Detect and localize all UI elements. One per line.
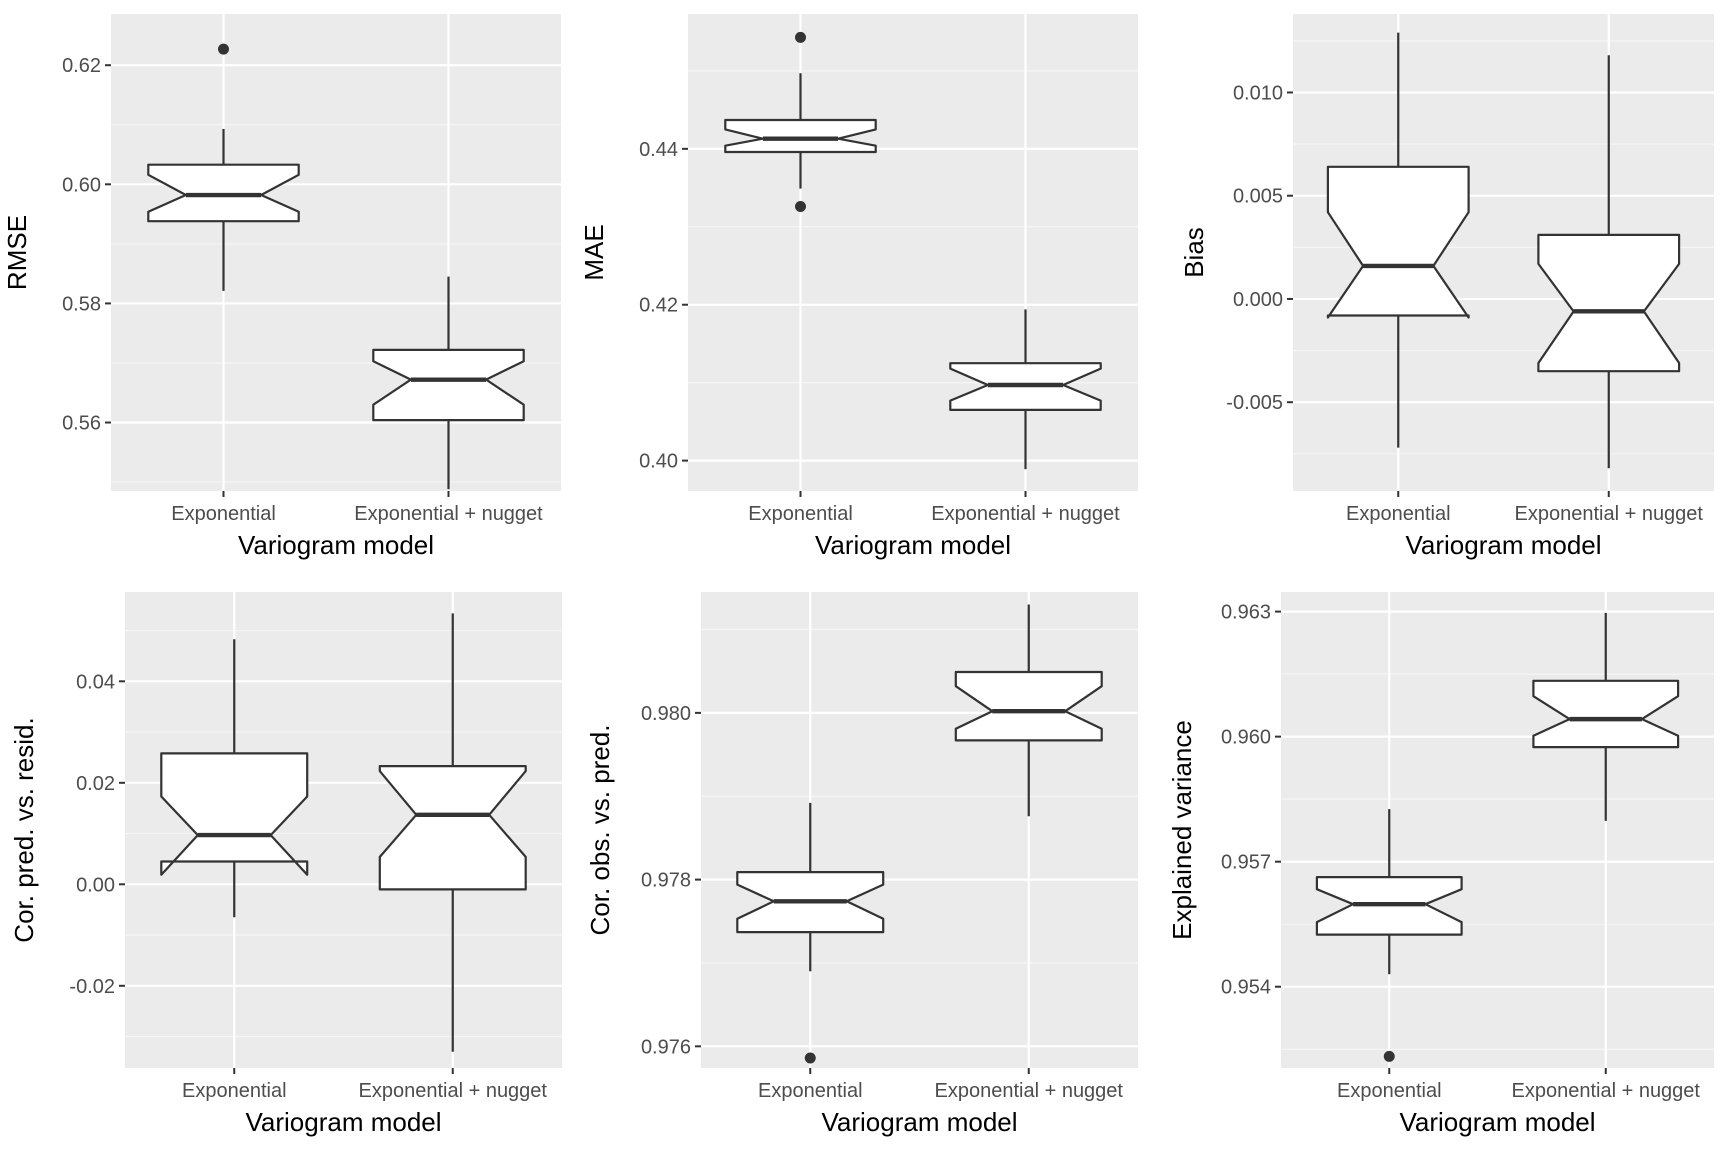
y-axis-title: MAE [579,224,609,280]
notched-box [1532,679,1680,749]
y-tick-label: 0.963 [1221,602,1271,624]
y-tick-label: 0.42 [639,295,678,317]
x-tick-label: Exponential + nugget [931,503,1120,525]
notched-box [954,670,1103,742]
x-axis-title: Variogram model [1399,1107,1595,1137]
panel-5: 0.976 0.978 0.980 Exponential Exponential + … [585,592,1138,1137]
panel-6: 0.954 0.957 0.960 0.963 Exponential Exponenti… [1167,592,1714,1137]
y-tick-label: 0.58 [62,293,101,315]
x-tick-label: Exponential [182,1080,287,1102]
y-tick-label: 0.00 [76,874,115,896]
x-tick-label: Exponential [171,503,276,525]
panel-2: 0.40 0.42 0.44 Exponential Exponential + nug… [579,14,1138,560]
notched-box [372,348,525,422]
y-tick-label: 0.60 [62,174,101,196]
y-tick-label: 0.62 [62,55,101,77]
y-tick-label: 0.40 [639,451,678,473]
x-tick-label: Exponential [758,1080,863,1102]
notched-box [724,118,877,154]
y-tick-label: 0.976 [641,1036,691,1058]
y-axis-title: Cor. pred. vs. resid. [9,717,39,942]
x-tick-label: Exponential + nugget [1512,1080,1701,1102]
y-tick-label: 0.978 [641,870,691,892]
y-tick-label: 0.954 [1221,977,1271,999]
x-tick-label: Exponential [1346,503,1451,525]
y-tick-label: 0.000 [1233,289,1283,311]
panel-background [701,592,1138,1068]
x-tick-label: Exponential + nugget [359,1080,548,1102]
x-axis-title: Variogram model [815,530,1011,560]
panel-3: -0.005 0.000 0.005 0.010 Exponential Exponent… [1179,14,1714,560]
x-tick-label: Exponential [1337,1080,1442,1102]
panel-background [688,14,1138,491]
notched-box [1326,165,1470,319]
x-tick-label: Exponential + nugget [935,1080,1124,1102]
x-axis-title: Variogram model [238,530,434,560]
panel-background [1281,592,1714,1068]
y-axis-title: Cor. obs. vs. pred. [585,725,615,936]
y-tick-label: -0.005 [1226,392,1283,414]
y-tick-label: 0.957 [1221,852,1271,874]
y-tick-label: 0.005 [1233,186,1283,208]
y-axis-title: Explained variance [1167,720,1197,940]
outlier-point [795,201,806,213]
y-tick-label: 0.960 [1221,727,1271,749]
notched-box [1537,233,1681,373]
x-axis-title: Variogram model [245,1107,441,1137]
y-tick-label: -0.02 [69,976,115,998]
y-tick-label: 0.04 [76,671,115,693]
panel-1: 0.56 0.58 0.60 0.62 Exponential Exponential +… [2,14,561,560]
y-tick-label: 0.010 [1233,82,1283,104]
outlier-point [804,1052,816,1064]
y-tick-label: 0.56 [62,413,101,435]
panel-4: -0.02 0.00 0.02 0.04 Exponential Exponential … [9,592,562,1137]
y-axis-title: Bias [1179,227,1209,278]
x-axis-title: Variogram model [821,1107,1017,1137]
y-tick-label: 0.02 [76,773,115,795]
y-tick-label: 0.44 [639,139,678,161]
x-tick-label: Exponential [748,503,853,525]
notched-box [160,752,309,876]
x-axis-title: Variogram model [1405,530,1601,560]
notched-box [378,764,527,891]
x-tick-label: Exponential + nugget [354,503,543,525]
outlier-point [795,31,806,43]
y-axis-title: RMSE [2,215,32,290]
y-tick-label: 0.980 [641,703,691,725]
outlier-point [1383,1050,1395,1062]
outlier-point [218,43,229,55]
x-tick-label: Exponential + nugget [1515,503,1704,525]
